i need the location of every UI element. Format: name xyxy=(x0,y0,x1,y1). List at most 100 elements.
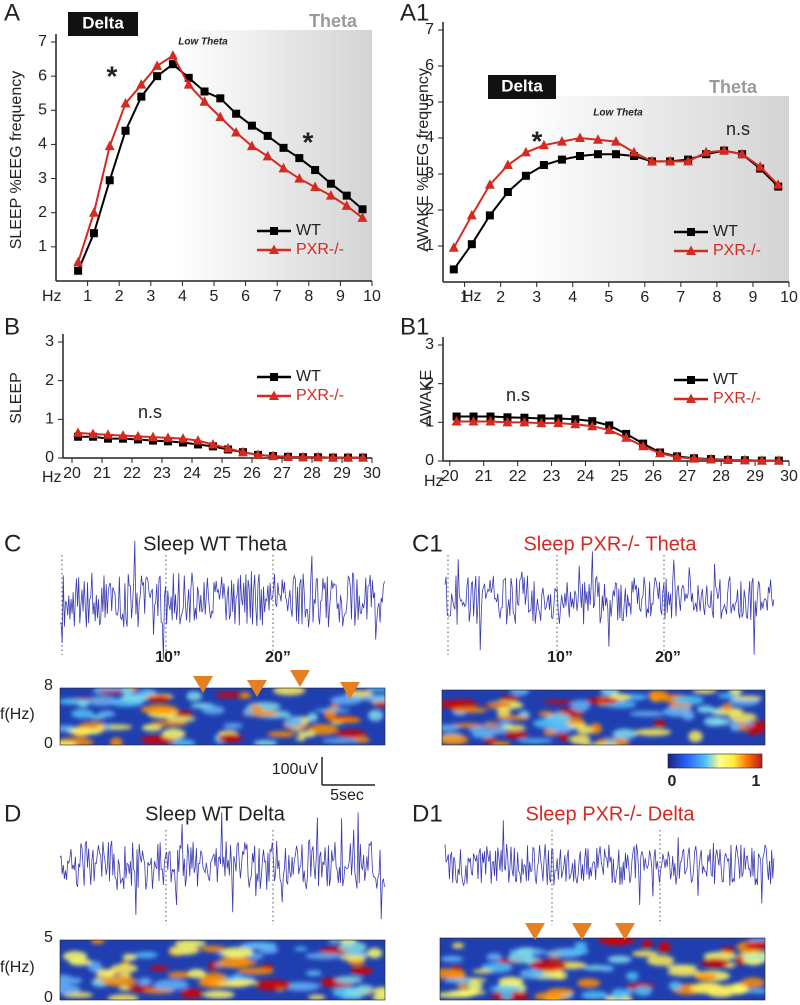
y-axis-label: SLEEP %EEG frequency xyxy=(8,71,25,249)
blob xyxy=(631,950,659,957)
blob xyxy=(442,700,458,708)
marker xyxy=(104,140,115,151)
blob xyxy=(330,695,362,706)
annotation: n.s xyxy=(138,402,162,422)
x-tick-label: 7 xyxy=(676,289,685,306)
marker xyxy=(311,166,320,175)
legend-label: PXR-/- xyxy=(713,242,761,259)
marker xyxy=(468,416,479,426)
marker xyxy=(223,442,233,453)
blob xyxy=(544,950,574,957)
x-tick-label: 28 xyxy=(712,468,730,485)
marker xyxy=(358,205,367,214)
marker xyxy=(88,428,98,439)
blob xyxy=(90,940,105,945)
marker xyxy=(536,417,547,428)
blob xyxy=(653,719,666,728)
marker xyxy=(485,416,496,426)
arrowhead xyxy=(615,923,635,940)
blob xyxy=(223,722,243,729)
marker xyxy=(183,79,194,89)
blob xyxy=(187,968,206,979)
x-tick-label: 30 xyxy=(363,465,381,482)
blob xyxy=(122,953,137,961)
marker xyxy=(502,159,513,169)
blob xyxy=(442,724,461,732)
blob xyxy=(604,738,617,744)
panel-title: Sleep WT Delta xyxy=(145,803,286,825)
y-tick-label: 5 xyxy=(38,102,47,119)
blob xyxy=(305,970,322,977)
x-tick-label: 28 xyxy=(303,465,321,482)
marker xyxy=(701,146,712,157)
x-tick-label: 1 xyxy=(460,289,469,306)
blob xyxy=(167,971,193,979)
marker xyxy=(184,73,193,82)
marker xyxy=(451,416,462,426)
x-tick-label: 3 xyxy=(146,288,155,305)
x-tick-label: 21 xyxy=(93,465,111,482)
blob xyxy=(95,724,133,730)
marker xyxy=(647,155,658,166)
arrowhead xyxy=(193,676,213,693)
blob xyxy=(745,988,765,994)
marker xyxy=(612,150,620,159)
marker xyxy=(574,132,585,142)
x-tick-label: 5 xyxy=(604,289,613,306)
blob xyxy=(538,711,554,717)
spectrogram-frame xyxy=(441,689,766,746)
blob xyxy=(355,696,384,701)
blob xyxy=(658,941,671,954)
x-tick-label: 4 xyxy=(178,288,187,305)
y-tick-label: 7 xyxy=(38,33,47,50)
blob xyxy=(451,707,488,714)
x-tick-label: 5 xyxy=(210,288,219,305)
blob xyxy=(529,959,567,972)
y-tick-label: 0 xyxy=(425,452,434,469)
annotation: Delta xyxy=(82,13,124,32)
y-tick-label: 6 xyxy=(38,67,47,84)
y-tick-label: 2 xyxy=(38,204,47,221)
blob xyxy=(94,688,126,692)
marker xyxy=(232,109,241,118)
y-axis-label: SLEEP xyxy=(8,372,25,424)
marker xyxy=(773,179,784,189)
series-line xyxy=(456,420,779,462)
marker xyxy=(341,200,352,210)
blob xyxy=(107,994,139,1000)
x-tick-label: 29 xyxy=(333,465,351,482)
blob xyxy=(569,947,589,955)
blob xyxy=(486,952,503,961)
x-tick-label: 22 xyxy=(123,465,141,482)
marker xyxy=(246,140,257,151)
marker xyxy=(484,179,495,189)
blob xyxy=(692,690,717,694)
blob xyxy=(665,964,698,970)
colorbar xyxy=(667,753,763,769)
arrowhead xyxy=(340,682,360,699)
panel-title: Sleep WT Theta xyxy=(143,533,288,555)
y-tick-label: 2 xyxy=(425,375,434,392)
marker xyxy=(215,111,226,122)
blob xyxy=(681,710,695,721)
marker xyxy=(118,430,128,440)
arrowhead xyxy=(525,923,545,940)
blob xyxy=(634,985,652,997)
blob xyxy=(368,709,384,722)
colorbar-tick: 1 xyxy=(752,773,761,790)
blob xyxy=(282,981,320,991)
blob xyxy=(294,946,308,951)
blob xyxy=(649,692,667,702)
spectrogram-blobs xyxy=(440,938,765,1000)
annotation: n.s xyxy=(506,385,530,405)
legend-label: WT xyxy=(713,223,738,240)
marker xyxy=(357,212,368,222)
blob xyxy=(161,728,186,740)
marker xyxy=(208,438,218,449)
marker xyxy=(467,240,476,249)
marker xyxy=(485,211,494,220)
marker xyxy=(553,417,564,428)
blob xyxy=(694,973,718,981)
marker xyxy=(629,146,640,157)
marker xyxy=(278,162,289,173)
